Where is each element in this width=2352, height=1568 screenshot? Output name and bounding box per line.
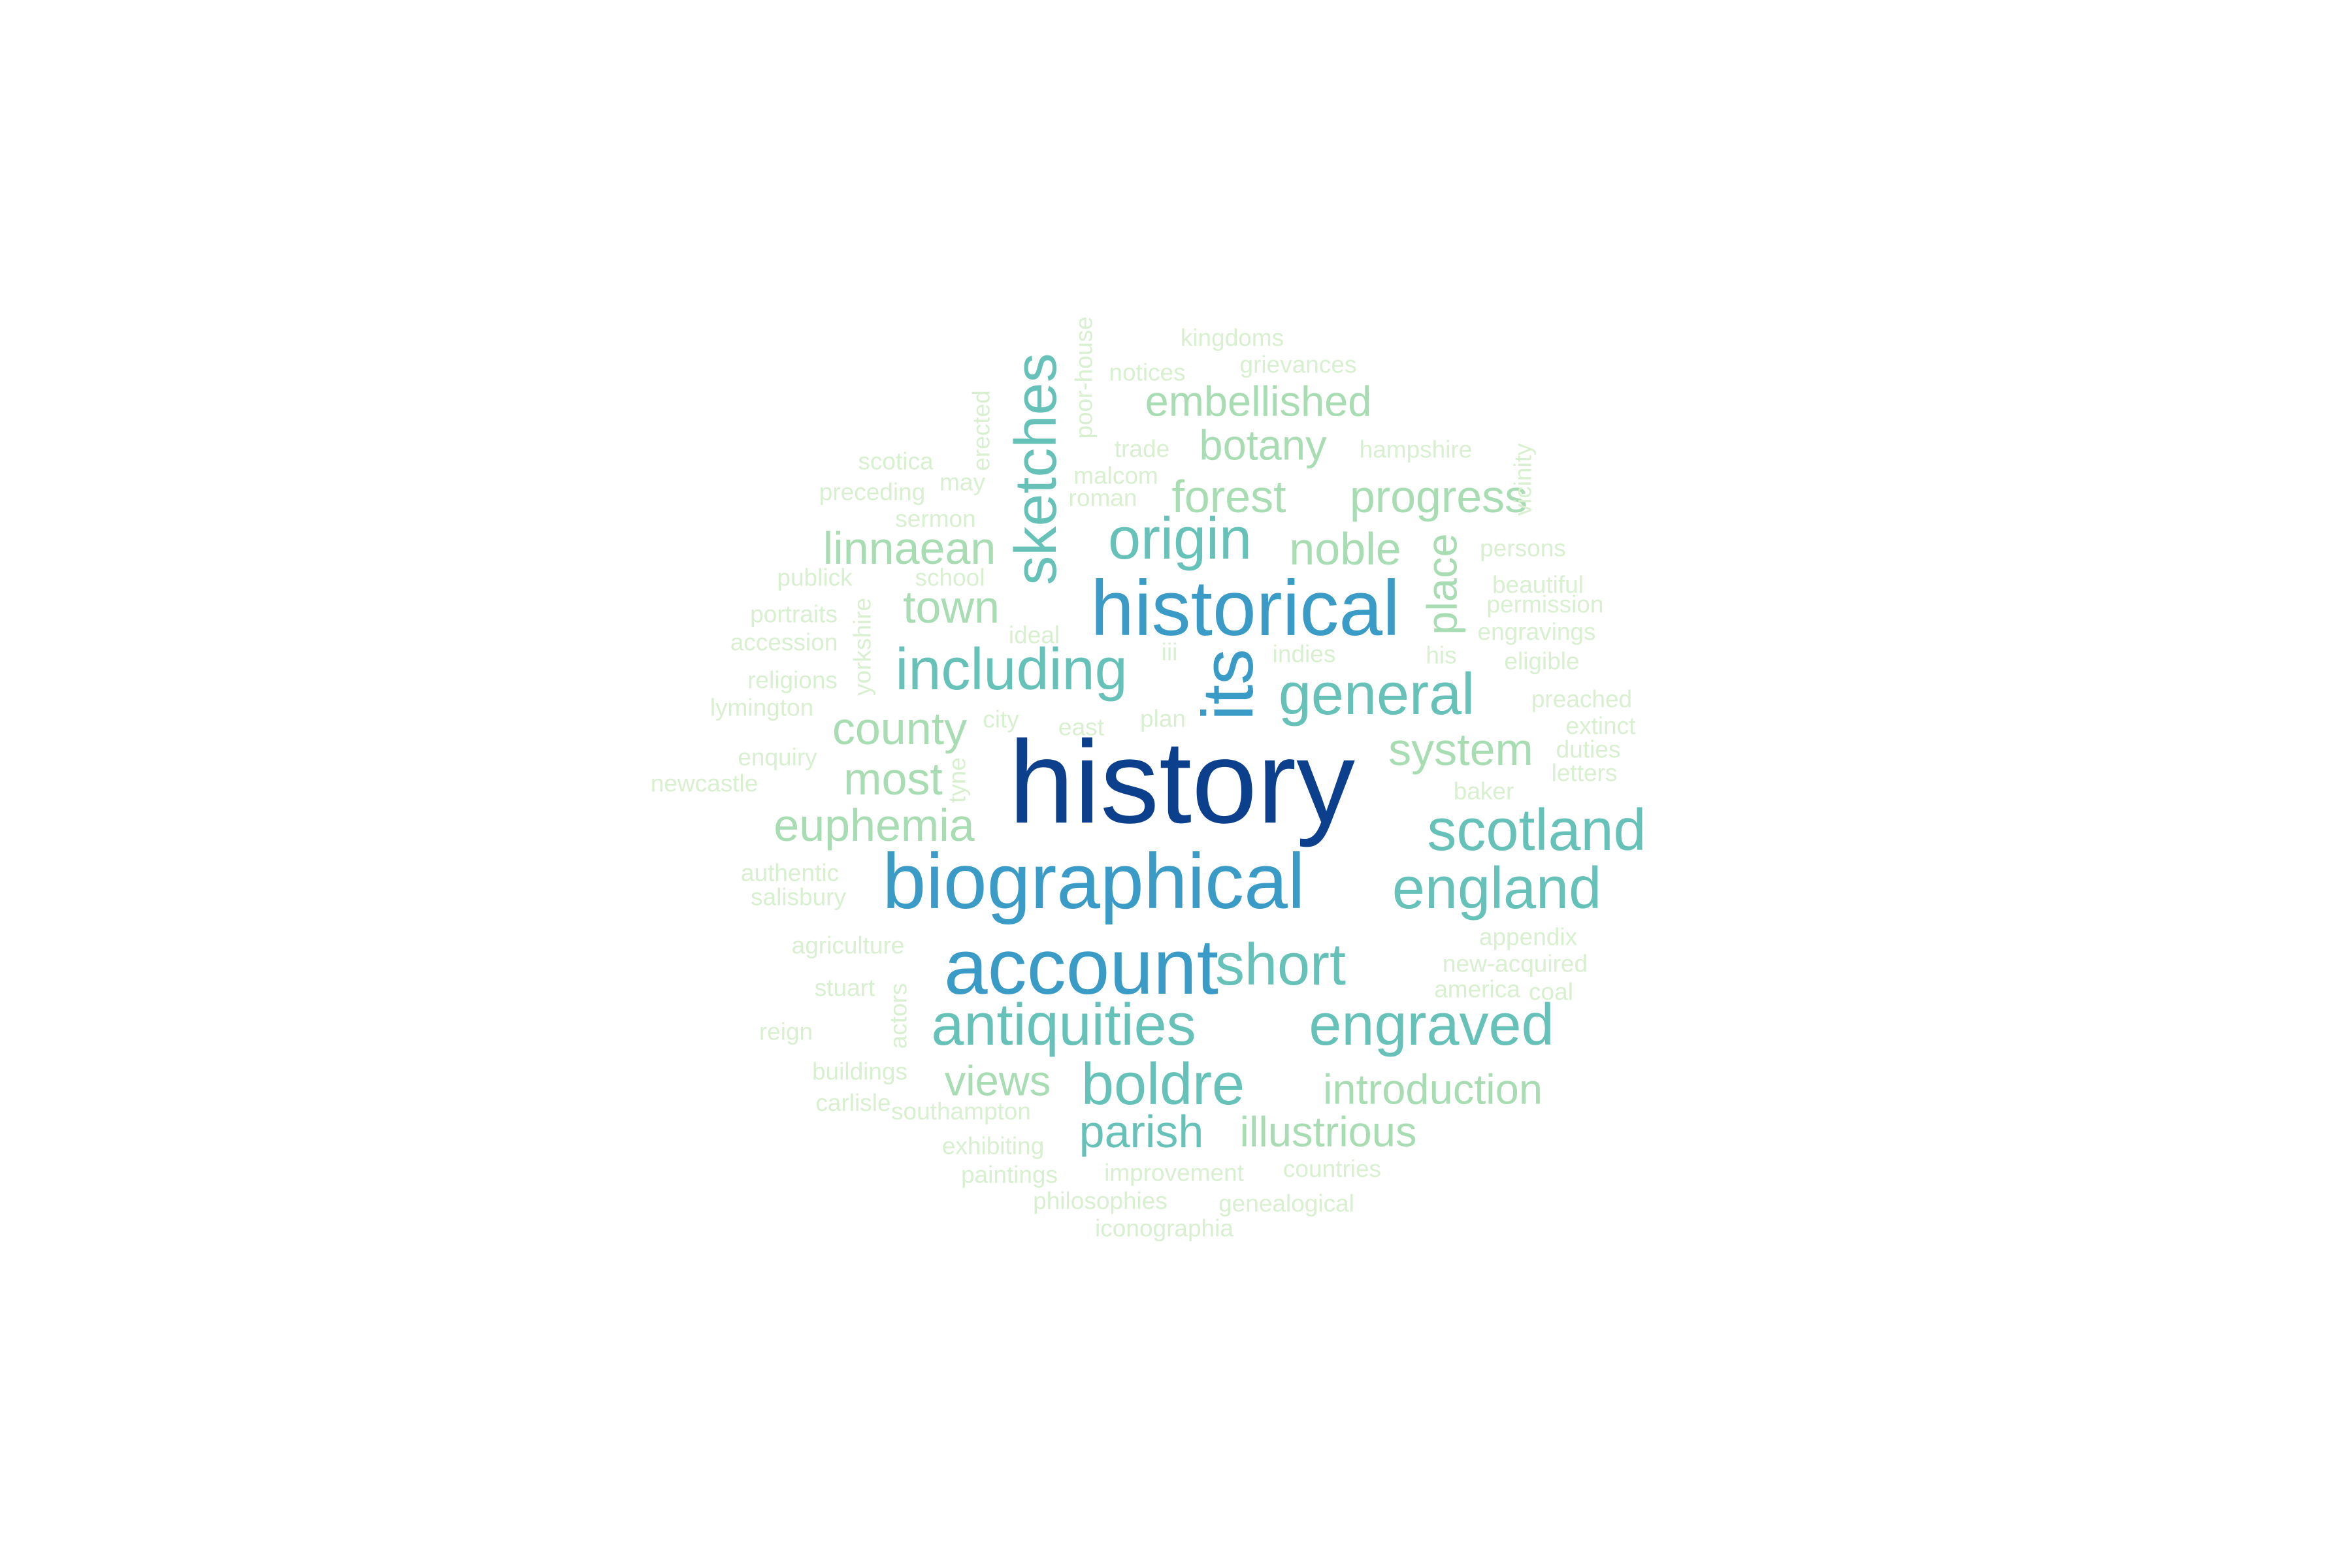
word-forest: forest: [1171, 471, 1286, 522]
word-east: east: [1058, 713, 1104, 741]
word-general: general: [1278, 662, 1475, 727]
word-county: county: [832, 703, 968, 754]
word-noble: noble: [1289, 523, 1401, 574]
word-new-acquired: new-acquired: [1442, 950, 1588, 977]
word-short: short: [1215, 932, 1347, 998]
word-grievances: grievances: [1239, 351, 1357, 378]
word-ideal: ideal: [1008, 621, 1060, 649]
word-poor-house: poor-house: [1070, 316, 1098, 439]
word-account: account: [943, 923, 1219, 1011]
word-school: school: [915, 564, 985, 591]
word-kingdoms: kingdoms: [1180, 324, 1284, 351]
word-coal: coal: [1529, 978, 1573, 1005]
word-eligible: eligible: [1504, 647, 1580, 675]
word-carlisle: carlisle: [815, 1089, 891, 1117]
word-including: including: [895, 637, 1128, 702]
word-reign: reign: [759, 1018, 813, 1045]
word-its: its: [1188, 649, 1268, 721]
word-erected: erected: [968, 390, 995, 471]
word-preached: preached: [1531, 685, 1633, 713]
word-beautiful: beautiful: [1492, 571, 1584, 598]
word-portraits: portraits: [750, 600, 838, 628]
word-history: history: [1008, 717, 1356, 848]
word-vicinity: vicinity: [1509, 443, 1537, 516]
word-accession: accession: [730, 629, 838, 656]
word-preceding: preceding: [819, 478, 926, 506]
word-permission: permission: [1486, 591, 1604, 618]
word-buildings: buildings: [811, 1058, 908, 1085]
word-notices: notices: [1109, 359, 1186, 386]
word-progress: progress: [1349, 471, 1528, 522]
word-engravings: engravings: [1477, 618, 1596, 645]
word-actors: actors: [885, 983, 912, 1049]
word-persons: persons: [1480, 534, 1566, 562]
word-plan: plan: [1140, 705, 1186, 732]
word-stuart: stuart: [814, 974, 875, 1002]
word-england: england: [1392, 856, 1602, 921]
word-euphemia: euphemia: [774, 800, 975, 851]
word-enquiry: enquiry: [738, 743, 817, 771]
word-historical: historical: [1090, 564, 1400, 652]
word-exhibiting: exhibiting: [941, 1132, 1045, 1160]
word-roman: roman: [1068, 484, 1137, 512]
word-scotland: scotland: [1427, 798, 1646, 863]
word-most: most: [843, 753, 943, 804]
word-parish: parish: [1079, 1106, 1204, 1157]
word-countries: countries: [1282, 1155, 1382, 1183]
word-publick: publick: [777, 564, 853, 591]
word-hampshire: hampshire: [1359, 436, 1473, 463]
word-iii: iii: [1161, 638, 1178, 666]
word-engraved: engraved: [1309, 992, 1554, 1058]
word-biographical: biographical: [882, 838, 1305, 925]
word-salisbury: salisbury: [751, 883, 846, 911]
word-boldre: boldre: [1081, 1052, 1245, 1117]
word-antiquities: antiquities: [931, 992, 1196, 1058]
word-origin: origin: [1107, 506, 1252, 572]
word-appendix: appendix: [1478, 923, 1578, 951]
word-malcom: malcom: [1073, 462, 1158, 489]
word-town: town: [903, 581, 1000, 632]
word-agriculture: agriculture: [791, 932, 905, 959]
word-religions: religions: [747, 666, 838, 694]
word-botany: botany: [1199, 421, 1327, 469]
word-improvement: improvement: [1104, 1159, 1244, 1186]
word-system: system: [1388, 724, 1533, 775]
word-authentic: authentic: [740, 859, 840, 887]
word-newcastle: newcastle: [650, 770, 759, 797]
word-trade: trade: [1114, 435, 1170, 463]
word-may: may: [939, 468, 985, 496]
word-views: views: [944, 1056, 1051, 1105]
word-philosophies: philosophies: [1033, 1187, 1168, 1215]
word-sermon: sermon: [895, 505, 976, 532]
word-iconographia: iconographia: [1095, 1215, 1233, 1242]
word-letters: letters: [1551, 759, 1618, 787]
word-indies: indies: [1272, 640, 1336, 668]
word-southampton: southampton: [891, 1098, 1031, 1125]
word-baker: baker: [1453, 777, 1514, 805]
word-genealogical: genealogical: [1218, 1190, 1354, 1217]
word-introduction: introduction: [1322, 1065, 1543, 1113]
word-duties: duties: [1556, 736, 1621, 763]
word-city: city: [983, 706, 1019, 733]
word-illustrious: illustrious: [1239, 1107, 1417, 1156]
word-place: place: [1418, 533, 1466, 635]
word-scotica: scotica: [858, 448, 934, 475]
word-embellished: embellished: [1145, 377, 1372, 425]
word-yorkshire: yorkshire: [849, 597, 876, 696]
word-his: his: [1426, 642, 1457, 669]
word-lymington: lymington: [710, 694, 814, 721]
word-america: america: [1434, 975, 1520, 1003]
word-tyne: tyne: [943, 757, 971, 803]
word-sketches: sketches: [1004, 353, 1069, 585]
word-linnaean: linnaean: [823, 523, 996, 574]
word-paintings: paintings: [960, 1161, 1058, 1188]
word-extinct: extinct: [1565, 712, 1636, 740]
